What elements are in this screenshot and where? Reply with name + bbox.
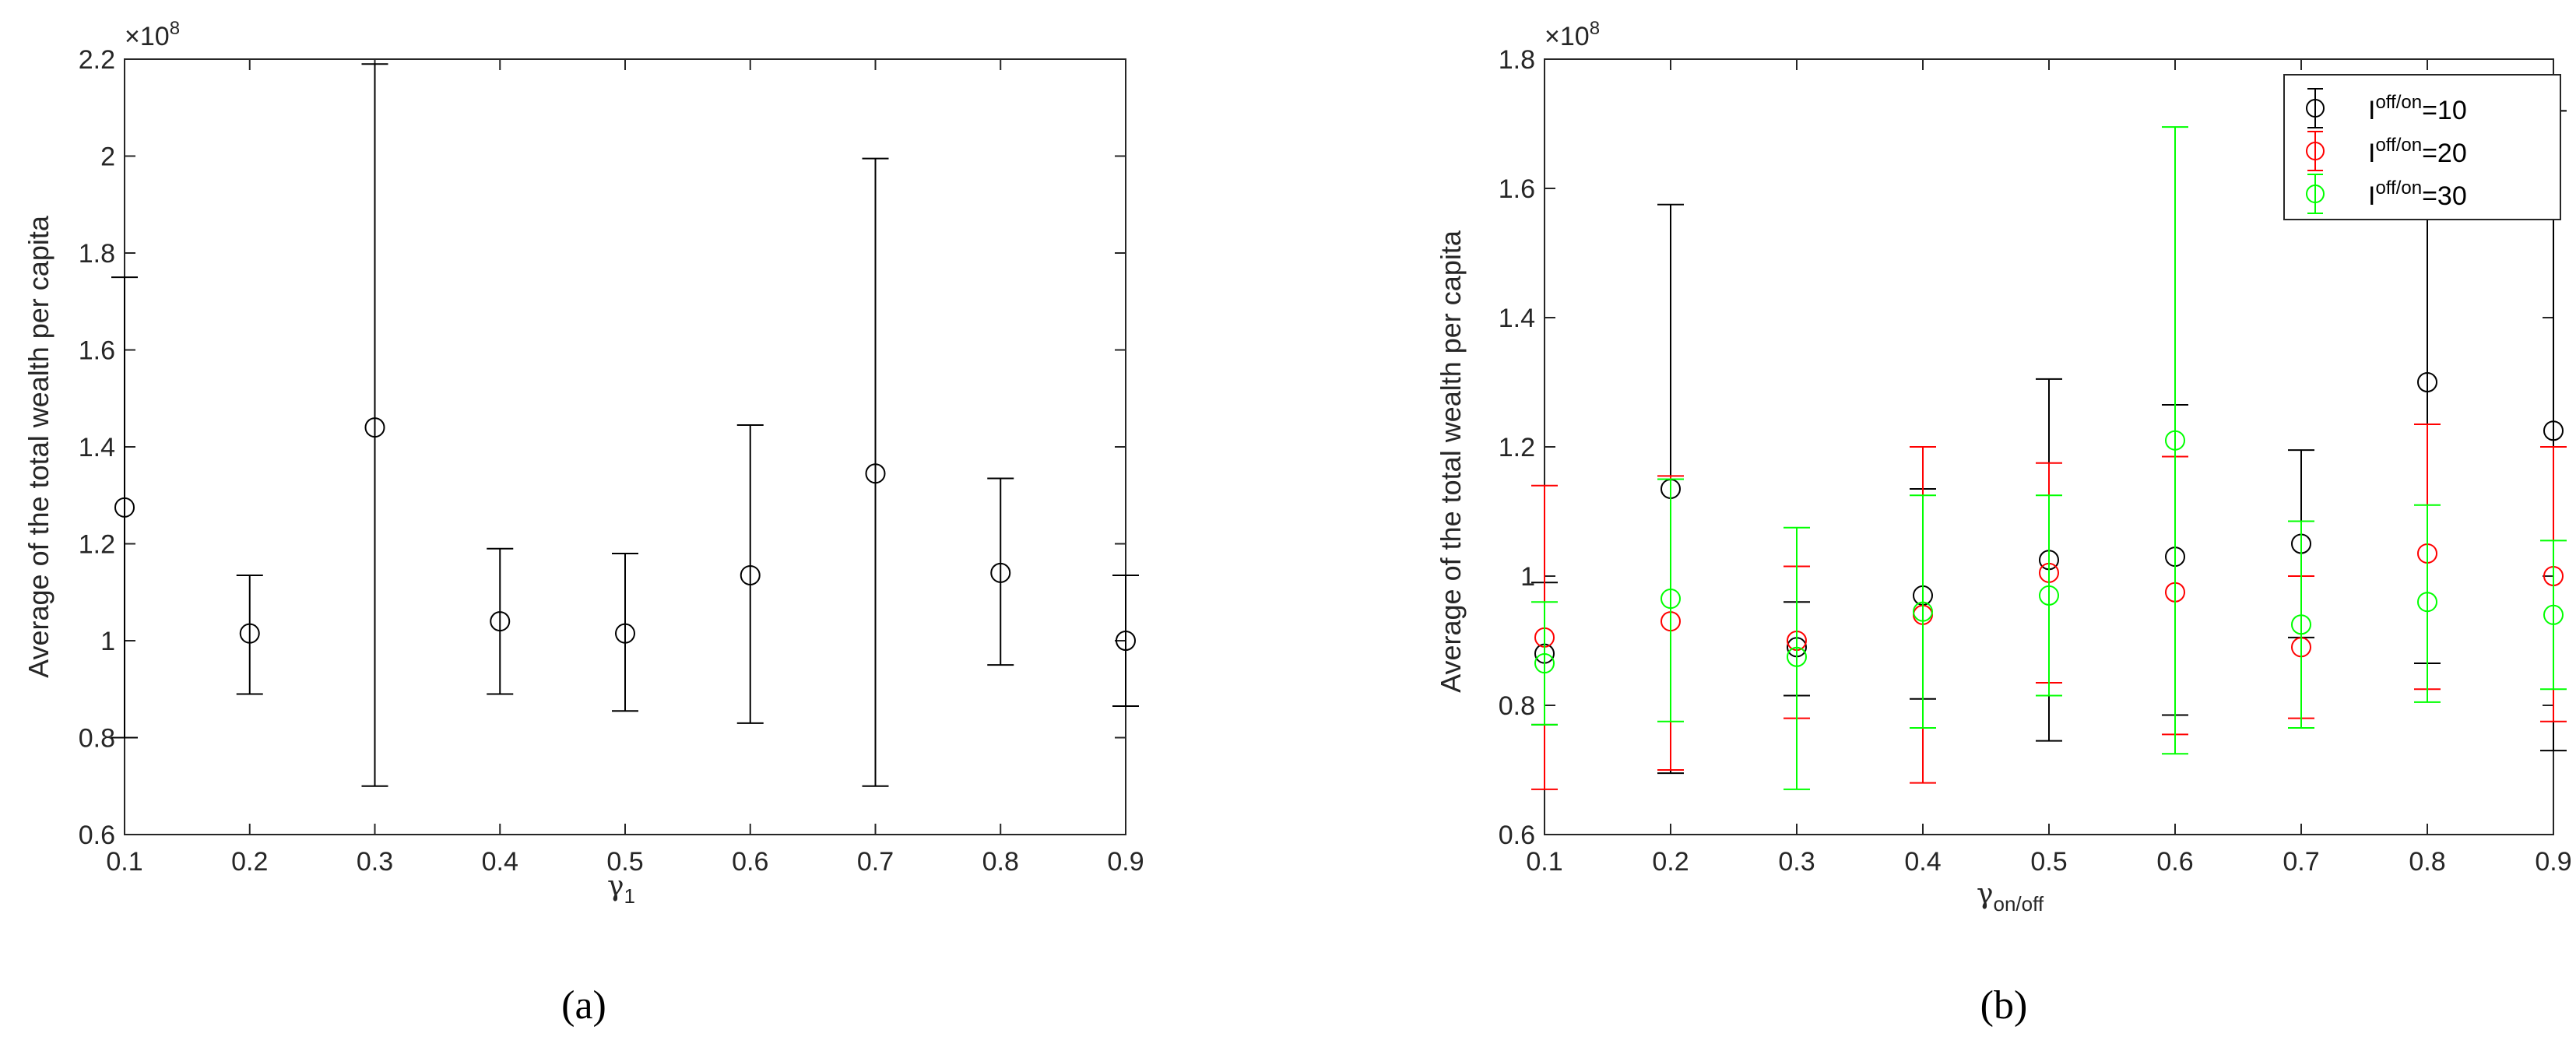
y-axis-label-a: Average of the total wealth per capita [23,215,54,678]
legend-label: Ioff/on=30 [2368,178,2467,211]
data-point-marker [865,463,886,484]
x-tick-label: 0.2 [231,847,268,877]
x-tick-label: 0.4 [482,847,518,877]
data-point-marker [239,623,260,644]
y-tick-label: 0.8 [79,724,115,754]
x-tick-label: 0.4 [1904,847,1941,877]
chart-panel-a: 0.1 0.2 0.3 0.4 0.5 0.6 0.7 0.8 0.9 0.6 0.8 1 1.2 1.4… [23,18,1144,1028]
data-point-marker [2543,604,2564,625]
y-tick-label: 1.4 [1499,304,1535,333]
data-point-marker [2165,430,2185,451]
y-tick-label: 1.6 [79,336,115,366]
y-exponent-label-a: ×108 [125,18,180,51]
x-tick-label: 0.6 [732,847,768,877]
x-tick-label: 0.3 [1778,847,1815,877]
x-tick-label: 0.6 [2156,847,2193,877]
x-tick-label: 0.9 [2535,847,2571,877]
data-point-marker [990,562,1011,583]
panel-caption-b: (b) [1980,983,2028,1028]
x-tick-label: 0.5 [606,847,643,877]
y-exponent-label-b: ×108 [1545,18,1600,51]
data-point-marker [615,623,635,644]
x-axis-label-a: γ1 [607,870,635,908]
y-tick-label: 0.6 [1499,821,1535,850]
data-point-marker [364,417,385,438]
data-point-marker [2291,614,2311,635]
data-point-marker [1116,631,1136,651]
x-tick-label: 0.3 [357,847,393,877]
data-point-marker [1534,653,1555,674]
y-tick-label: 1.2 [79,530,115,560]
x-axis-label-b: γon/off [1977,878,2044,916]
series-1 [111,63,1139,787]
y-tick-label: 1 [100,627,115,656]
legend-entry-2: Ioff/on=20 [2306,131,2467,171]
x-tick-label: 0.1 [1526,847,1562,877]
panel-caption-a: (a) [561,983,606,1028]
y-tick-label: 2.2 [79,45,115,75]
data-point-marker [490,611,511,632]
legend-entry-3: Ioff/on=30 [2306,174,2467,214]
plot-area-frame [124,58,1126,835]
y-tick-label: 1 [1520,562,1535,592]
y-tick-label: 1.4 [79,433,115,462]
data-point-marker [1913,601,1933,622]
legend-swatch-marker [2306,142,2325,160]
y-tick-label: 1.8 [1499,45,1535,75]
x-tick-label: 0.7 [857,847,894,877]
y-tick-label: 2 [100,142,115,172]
y-tick-label: 0.6 [79,821,115,850]
y-axis-label-b: Average of the total wealth per capita [1435,230,1467,693]
legend-label: Ioff/on=20 [2368,135,2467,168]
data-point-marker [2417,372,2437,392]
y-tick-label: 0.8 [1499,691,1535,721]
data-point-marker [2543,420,2564,441]
data-point-marker [2417,592,2437,613]
x-tick-label: 0.8 [982,847,1019,877]
data-point-marker [1661,589,1681,610]
data-point-marker [114,497,135,518]
x-tick-label: 0.9 [1107,847,1144,877]
x-tick-label: 0.8 [2409,847,2445,877]
legend-swatch-marker [2306,185,2325,203]
x-tick-label: 0.7 [2283,847,2319,877]
y-tick-label: 1.6 [1499,174,1535,204]
data-point-marker [2039,585,2059,606]
legend-label: Ioff/on=10 [2368,92,2467,125]
legend: Ioff/on=10 Ioff/on=20 Ioff/on=30 [2283,74,2561,220]
data-point-marker [1787,646,1807,667]
x-tick-label: 0.2 [1652,847,1689,877]
y-tick-label: 1.2 [1499,433,1535,462]
legend-swatch-marker [2306,99,2325,118]
chart-panel-b: 0.1 0.2 0.3 0.4 0.5 0.6 0.7 0.8 0.9 0.6 0.8 1 1.2 1.4… [1435,18,2572,1028]
legend-entry-1: Ioff/on=10 [2306,88,2467,128]
x-tick-label: 0.1 [106,847,142,877]
y-tick-label: 1.8 [79,239,115,269]
x-tick-label: 0.5 [2030,847,2067,877]
series-3 [1531,126,2567,790]
data-point-marker [740,564,761,585]
